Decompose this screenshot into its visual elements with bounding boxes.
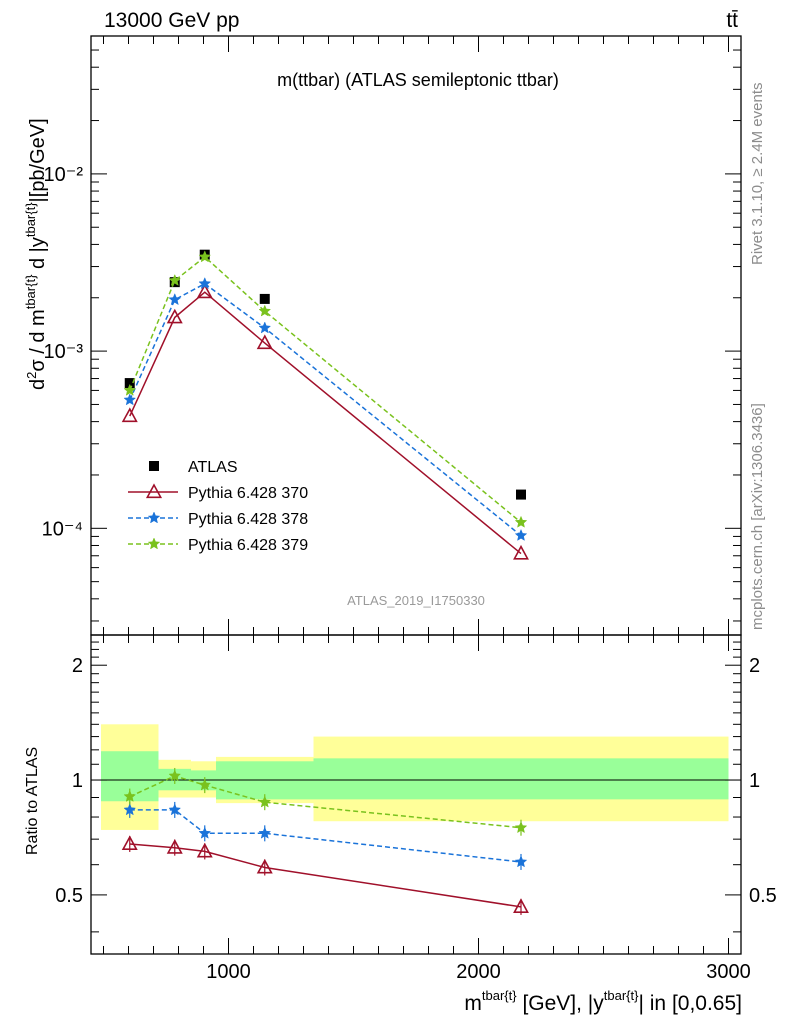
- legend-marker-star: [147, 511, 161, 524]
- ratio-line-0: [129, 843, 522, 908]
- ratio-point-star: [514, 855, 528, 868]
- atlas-point: [259, 293, 270, 304]
- series-point-star: [123, 383, 137, 396]
- ratio-point-triangle: [166, 839, 183, 854]
- series-point-triangle: [121, 407, 138, 423]
- ratio-plot-marks: [121, 767, 529, 915]
- series-point-triangle: [256, 334, 273, 350]
- series-line-1: [129, 291, 522, 555]
- watermark: ATLAS_2019_I1750330: [347, 593, 485, 608]
- legend-marker-star: [147, 537, 161, 550]
- main-y-tick-label: 10⁻²: [44, 164, 84, 186]
- ratio-point-star: [198, 778, 212, 791]
- legend-label: Pythia 6.428 379: [188, 537, 308, 554]
- main-plot-marks: [121, 249, 529, 560]
- main-y-tick-label: 10⁻⁴: [42, 518, 83, 540]
- ratio-point-triangle: [513, 898, 529, 914]
- ratio-y-tick-label: 2: [749, 655, 760, 677]
- ratio-y-tick-label: 2: [72, 655, 83, 677]
- series-point-star: [258, 321, 272, 334]
- x-tick-label: 1000: [206, 961, 251, 983]
- ratio-point-star: [198, 826, 212, 839]
- rivet-label: Rivet 3.1.10, ≥ 2.4M events: [749, 83, 766, 266]
- x-tick-label: 3000: [706, 961, 751, 983]
- main-chart-title: m(ttbar) (ATLAS semileptonic ttbar): [277, 70, 559, 90]
- main-y-axis-label: d2σ / d mtbar{t} d |ytbar{t}|[pb/GeV]: [23, 118, 49, 390]
- ratio-point-triangle: [256, 858, 273, 874]
- ratio-point-star: [168, 803, 182, 816]
- ratio-point-star: [258, 826, 272, 839]
- series-point-star: [258, 304, 272, 317]
- ratio-uncertainty-bands: [91, 724, 741, 830]
- ratio-point-star: [258, 795, 272, 808]
- legend-label: ATLAS: [188, 459, 238, 476]
- ratio-point-triangle: [121, 835, 138, 851]
- ratio-y-tick-label: 0.5: [749, 885, 777, 907]
- ratio-y-tick-label: 0.5: [55, 885, 83, 907]
- legend-label: Pythia 6.428 378: [188, 511, 308, 528]
- mcplots-label: mcplots.cern.ch [arXiv:1306.3436]: [749, 403, 766, 630]
- series-point-triangle: [166, 308, 183, 324]
- series-point-star: [514, 515, 528, 528]
- series-point-star: [123, 393, 137, 406]
- series-point-star: [514, 528, 528, 541]
- legend: ATLAS Pythia 6.428 370 Pythia 6.428 378 Pyt…: [128, 459, 308, 554]
- x-tick-label: 2000: [456, 961, 501, 983]
- x-axis-label: mtbar{t} [GeV], |ytbar{t}| in [0,0.65]: [464, 988, 742, 1015]
- collision-label: 13000 GeV pp: [104, 9, 239, 32]
- series-point-triangle: [513, 544, 529, 560]
- series-line-3: [129, 255, 522, 523]
- atlas-point: [124, 378, 135, 389]
- ratio-point-star: [123, 803, 137, 816]
- atlas-point: [516, 489, 526, 500]
- ratio-y-tick-label: 1: [749, 770, 760, 792]
- process-label: tt̄: [726, 9, 738, 32]
- legend-marker-atlas: [149, 461, 159, 471]
- ratio-frame: [90, 634, 742, 955]
- series-line-2: [129, 282, 522, 537]
- series-point-star: [168, 273, 182, 286]
- ratio-point-star: [123, 789, 137, 802]
- ratio-point-triangle: [196, 842, 213, 858]
- ratio-y-axis-label: Ratio to ATLAS: [24, 747, 41, 855]
- ratio-point-star: [168, 769, 182, 782]
- main-y-tick-label: 10⁻³: [44, 341, 84, 363]
- legend-label: Pythia 6.428 370: [188, 485, 308, 502]
- ratio-y-tick-label: 1: [72, 770, 83, 792]
- axes-frames: 10⁻⁴ 10⁻³ 10⁻² 0.5 0.5 1 1 2 2 1000 2000 3000: [42, 35, 777, 983]
- legend-marker-triangle: [145, 483, 163, 499]
- series-point-triangle: [196, 283, 213, 299]
- series-point-star: [198, 277, 212, 290]
- series-point-star: [198, 250, 212, 263]
- series-point-star: [168, 293, 182, 306]
- inner-band-segment: [313, 758, 729, 800]
- ratio-point-star: [514, 821, 528, 834]
